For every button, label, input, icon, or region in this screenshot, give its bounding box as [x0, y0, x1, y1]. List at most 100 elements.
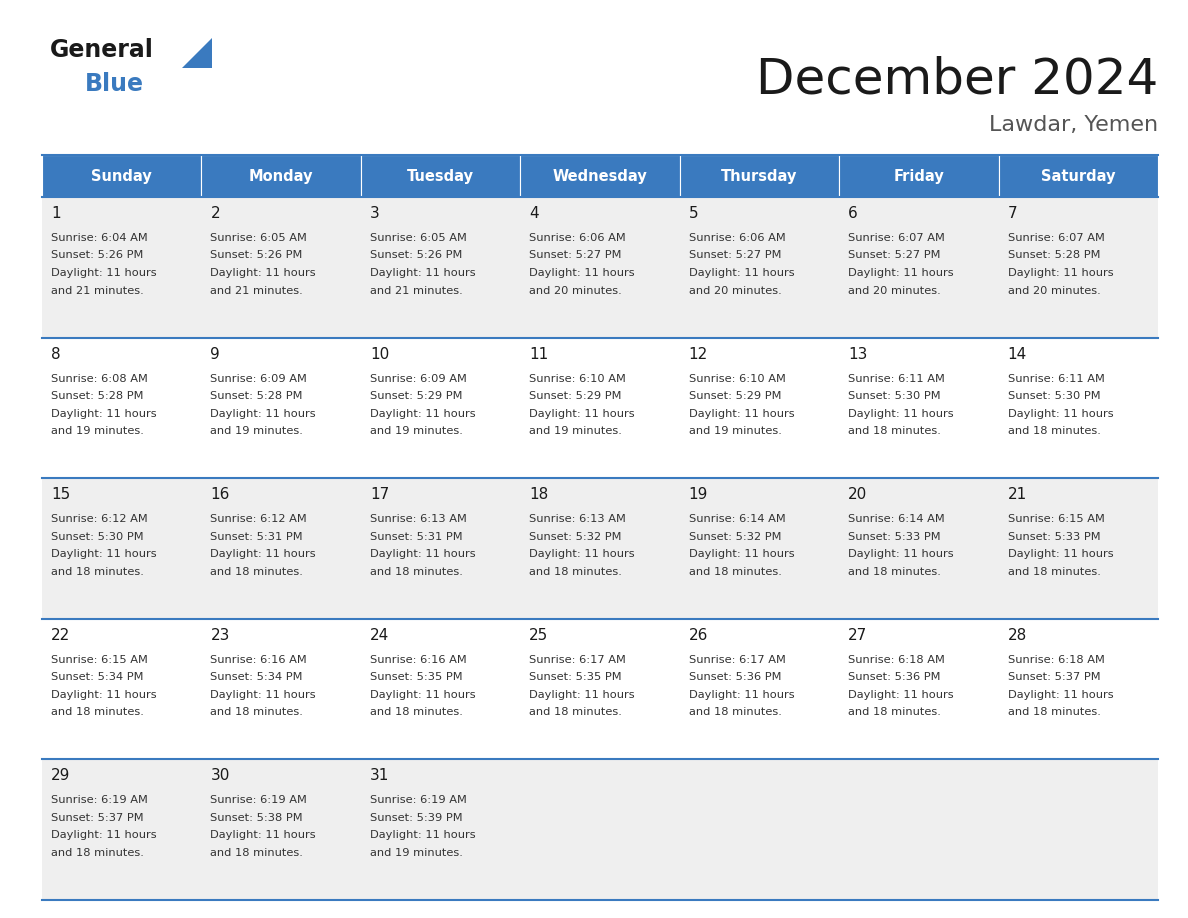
- Text: 30: 30: [210, 768, 229, 783]
- Text: and 18 minutes.: and 18 minutes.: [530, 566, 623, 577]
- Text: Sunset: 5:37 PM: Sunset: 5:37 PM: [1007, 672, 1100, 682]
- Text: 7: 7: [1007, 206, 1017, 221]
- Bar: [42, 759, 1158, 900]
- Text: Sunset: 5:34 PM: Sunset: 5:34 PM: [210, 672, 303, 682]
- Text: Daylight: 11 hours: Daylight: 11 hours: [848, 268, 954, 278]
- Text: Daylight: 11 hours: Daylight: 11 hours: [530, 268, 634, 278]
- Text: and 18 minutes.: and 18 minutes.: [369, 566, 463, 577]
- Text: 28: 28: [1007, 628, 1026, 643]
- Text: and 18 minutes.: and 18 minutes.: [848, 566, 941, 577]
- Text: Sunrise: 6:14 AM: Sunrise: 6:14 AM: [689, 514, 785, 524]
- Text: Daylight: 11 hours: Daylight: 11 hours: [210, 831, 316, 840]
- Text: 5: 5: [689, 206, 699, 221]
- Text: Sunrise: 6:18 AM: Sunrise: 6:18 AM: [1007, 655, 1105, 665]
- Text: 3: 3: [369, 206, 380, 221]
- Text: 14: 14: [1007, 347, 1026, 362]
- Text: Sunset: 5:30 PM: Sunset: 5:30 PM: [1007, 391, 1100, 401]
- Text: Sunrise: 6:17 AM: Sunrise: 6:17 AM: [530, 655, 626, 665]
- Text: and 21 minutes.: and 21 minutes.: [51, 285, 144, 296]
- Text: 11: 11: [530, 347, 549, 362]
- Bar: [42, 155, 202, 197]
- Text: Wednesday: Wednesday: [552, 169, 647, 184]
- Bar: [42, 478, 1158, 619]
- Text: and 19 minutes.: and 19 minutes.: [369, 848, 463, 858]
- Text: Sunset: 5:29 PM: Sunset: 5:29 PM: [689, 391, 782, 401]
- Text: Daylight: 11 hours: Daylight: 11 hours: [210, 268, 316, 278]
- Text: Daylight: 11 hours: Daylight: 11 hours: [848, 689, 954, 700]
- Text: 8: 8: [51, 347, 61, 362]
- Text: Friday: Friday: [893, 169, 944, 184]
- Bar: [520, 155, 680, 197]
- Text: Sunrise: 6:12 AM: Sunrise: 6:12 AM: [51, 514, 147, 524]
- Text: and 18 minutes.: and 18 minutes.: [1007, 566, 1100, 577]
- Text: Sunrise: 6:07 AM: Sunrise: 6:07 AM: [1007, 233, 1105, 243]
- Text: Daylight: 11 hours: Daylight: 11 hours: [530, 689, 634, 700]
- Text: 25: 25: [530, 628, 549, 643]
- Text: Sunset: 5:31 PM: Sunset: 5:31 PM: [369, 532, 462, 542]
- Text: Sunrise: 6:09 AM: Sunrise: 6:09 AM: [210, 374, 308, 384]
- Text: Sunset: 5:36 PM: Sunset: 5:36 PM: [848, 672, 941, 682]
- Text: Sunset: 5:28 PM: Sunset: 5:28 PM: [51, 391, 144, 401]
- Text: Sunset: 5:26 PM: Sunset: 5:26 PM: [51, 251, 144, 261]
- Text: Sunset: 5:27 PM: Sunset: 5:27 PM: [848, 251, 941, 261]
- Text: 12: 12: [689, 347, 708, 362]
- Text: and 19 minutes.: and 19 minutes.: [689, 426, 782, 436]
- Text: and 20 minutes.: and 20 minutes.: [530, 285, 623, 296]
- Text: and 18 minutes.: and 18 minutes.: [369, 707, 463, 717]
- Text: Sunrise: 6:12 AM: Sunrise: 6:12 AM: [210, 514, 308, 524]
- Text: and 19 minutes.: and 19 minutes.: [210, 426, 303, 436]
- Text: Daylight: 11 hours: Daylight: 11 hours: [1007, 409, 1113, 419]
- Text: Sunrise: 6:10 AM: Sunrise: 6:10 AM: [530, 374, 626, 384]
- Text: and 20 minutes.: and 20 minutes.: [848, 285, 941, 296]
- Text: and 18 minutes.: and 18 minutes.: [51, 707, 144, 717]
- Text: 29: 29: [51, 768, 70, 783]
- Text: Blue: Blue: [86, 72, 144, 96]
- Text: Sunrise: 6:05 AM: Sunrise: 6:05 AM: [210, 233, 308, 243]
- Text: Daylight: 11 hours: Daylight: 11 hours: [369, 409, 475, 419]
- Text: and 20 minutes.: and 20 minutes.: [1007, 285, 1100, 296]
- Text: and 18 minutes.: and 18 minutes.: [51, 566, 144, 577]
- Text: Sunrise: 6:09 AM: Sunrise: 6:09 AM: [369, 374, 467, 384]
- Text: Sunrise: 6:16 AM: Sunrise: 6:16 AM: [210, 655, 308, 665]
- Text: 31: 31: [369, 768, 390, 783]
- Text: Monday: Monday: [249, 169, 314, 184]
- Text: Daylight: 11 hours: Daylight: 11 hours: [369, 689, 475, 700]
- Text: Sunset: 5:32 PM: Sunset: 5:32 PM: [689, 532, 782, 542]
- Text: and 21 minutes.: and 21 minutes.: [210, 285, 303, 296]
- Text: and 18 minutes.: and 18 minutes.: [689, 707, 782, 717]
- Text: Sunrise: 6:13 AM: Sunrise: 6:13 AM: [369, 514, 467, 524]
- Bar: [680, 155, 839, 197]
- Bar: [361, 155, 520, 197]
- Text: and 19 minutes.: and 19 minutes.: [369, 426, 463, 436]
- Text: Daylight: 11 hours: Daylight: 11 hours: [848, 549, 954, 559]
- Text: 24: 24: [369, 628, 390, 643]
- Text: 26: 26: [689, 628, 708, 643]
- Text: 22: 22: [51, 628, 70, 643]
- Polygon shape: [182, 38, 211, 68]
- Text: Sunset: 5:36 PM: Sunset: 5:36 PM: [689, 672, 782, 682]
- Text: Daylight: 11 hours: Daylight: 11 hours: [210, 409, 316, 419]
- Text: Daylight: 11 hours: Daylight: 11 hours: [369, 268, 475, 278]
- Text: Daylight: 11 hours: Daylight: 11 hours: [689, 268, 795, 278]
- Text: Sunset: 5:34 PM: Sunset: 5:34 PM: [51, 672, 144, 682]
- Text: Sunset: 5:33 PM: Sunset: 5:33 PM: [848, 532, 941, 542]
- Text: Sunrise: 6:11 AM: Sunrise: 6:11 AM: [1007, 374, 1105, 384]
- Text: Sunrise: 6:11 AM: Sunrise: 6:11 AM: [848, 374, 944, 384]
- Text: Sunset: 5:33 PM: Sunset: 5:33 PM: [1007, 532, 1100, 542]
- Text: Daylight: 11 hours: Daylight: 11 hours: [1007, 689, 1113, 700]
- Text: 27: 27: [848, 628, 867, 643]
- Text: Daylight: 11 hours: Daylight: 11 hours: [210, 689, 316, 700]
- Text: Sunset: 5:37 PM: Sunset: 5:37 PM: [51, 813, 144, 823]
- Text: Sunrise: 6:14 AM: Sunrise: 6:14 AM: [848, 514, 944, 524]
- Text: 21: 21: [1007, 487, 1026, 502]
- Text: Sunrise: 6:19 AM: Sunrise: 6:19 AM: [51, 795, 147, 805]
- Text: Daylight: 11 hours: Daylight: 11 hours: [369, 549, 475, 559]
- Text: Sunset: 5:30 PM: Sunset: 5:30 PM: [848, 391, 941, 401]
- Text: Sunrise: 6:18 AM: Sunrise: 6:18 AM: [848, 655, 944, 665]
- Text: Sunset: 5:27 PM: Sunset: 5:27 PM: [530, 251, 621, 261]
- Text: Sunset: 5:32 PM: Sunset: 5:32 PM: [530, 532, 621, 542]
- Text: Daylight: 11 hours: Daylight: 11 hours: [51, 268, 157, 278]
- Text: Sunrise: 6:15 AM: Sunrise: 6:15 AM: [51, 655, 147, 665]
- Text: Daylight: 11 hours: Daylight: 11 hours: [689, 409, 795, 419]
- Text: Lawdar, Yemen: Lawdar, Yemen: [988, 115, 1158, 135]
